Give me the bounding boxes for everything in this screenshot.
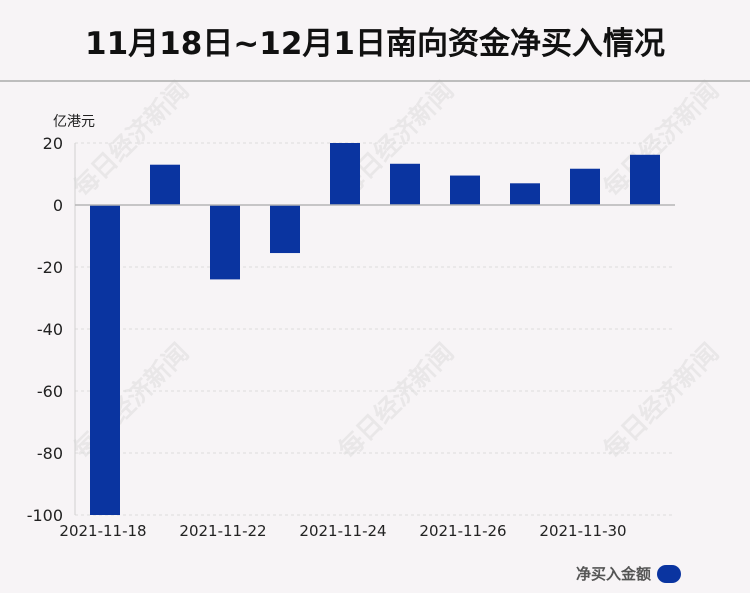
x-tick-label: 2021-11-26 — [419, 522, 506, 540]
y-tick-label: -40 — [37, 320, 63, 339]
legend-swatch — [657, 564, 682, 583]
x-tick-label: 2021-11-30 — [539, 522, 626, 540]
bar — [270, 205, 300, 254]
x-tick-label: 2021-11-24 — [299, 522, 386, 540]
bar — [570, 168, 600, 205]
legend: 净买入金额 — [576, 563, 682, 584]
y-tick-label: -100 — [27, 506, 63, 525]
y-axis-unit-label: 亿港元 — [53, 114, 95, 130]
y-tick-label: 0 — [53, 196, 63, 215]
bar — [330, 143, 360, 205]
y-tick-label: -20 — [37, 258, 63, 277]
y-tick-label: -80 — [37, 444, 63, 463]
bar — [450, 175, 480, 205]
bar — [90, 205, 120, 515]
chart-title: 11月18日~12月1日南向资金净买入情况 — [85, 25, 665, 62]
bar — [630, 154, 660, 205]
bar — [510, 183, 540, 205]
legend-label: 净买入金额 — [576, 565, 652, 583]
x-tick-label: 2021-11-18 — [59, 522, 146, 540]
y-tick-label: -60 — [37, 382, 63, 401]
x-tick-label: 2021-11-22 — [179, 522, 266, 540]
bar — [210, 205, 240, 280]
bar — [150, 164, 180, 205]
bar — [390, 163, 420, 205]
y-tick-label: 20 — [43, 134, 63, 153]
title-divider — [0, 80, 750, 82]
